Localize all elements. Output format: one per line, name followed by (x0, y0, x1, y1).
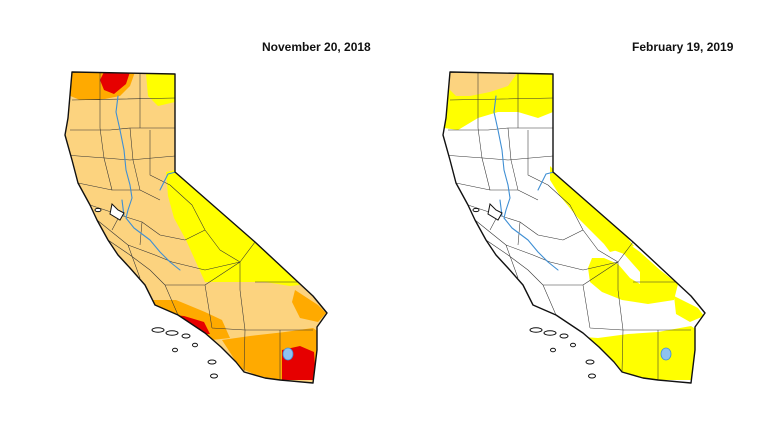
map-date-right: February 19, 2019 (632, 40, 734, 54)
salton-sea-right (660, 347, 672, 361)
drought-area-d1-far-north-right (448, 72, 518, 96)
bay-area-right (487, 202, 503, 221)
drought-area-d3-far-north-left (100, 72, 130, 94)
california-drought-map-left (64, 71, 328, 384)
drought-area-d0-san-joaquin-ring-right (588, 232, 678, 304)
farallon-left (94, 207, 102, 213)
salton-sea-left (282, 347, 294, 361)
map-panel-left: November 20, 2018 (64, 40, 371, 384)
drought-area-d0-desert-right (674, 296, 704, 322)
drought-area-d0-sierra-desert-left (166, 170, 300, 286)
farallon-right (472, 207, 480, 213)
california-drought-map-right (442, 71, 706, 384)
map-date-left: November 20, 2018 (262, 40, 371, 54)
drought-area-d2-desert-edge-left (292, 290, 326, 322)
bay-area-left (109, 202, 125, 221)
map-panel-right: February 19, 2019 (382, 0, 764, 432)
